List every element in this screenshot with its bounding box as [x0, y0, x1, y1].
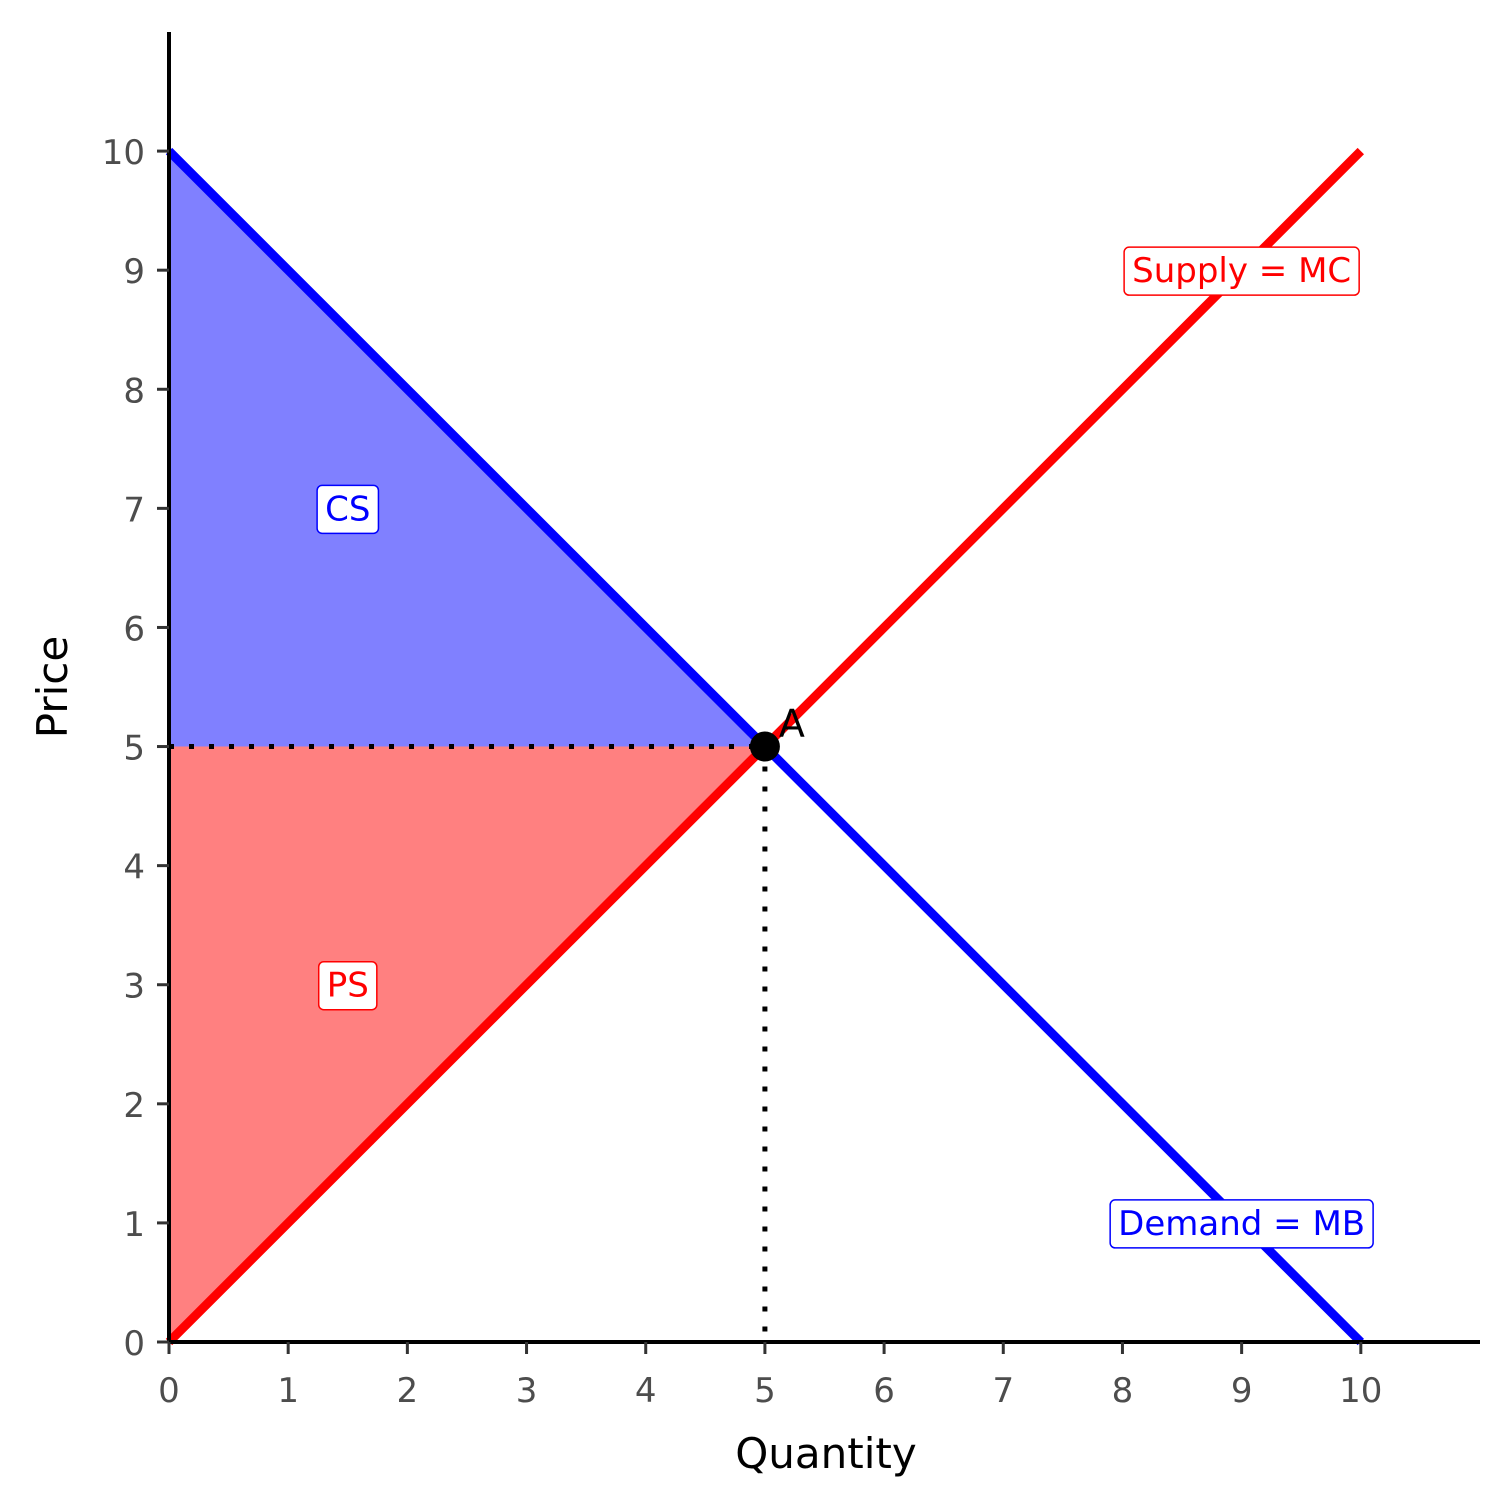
- supply-mc-label: Supply = MC: [1123, 246, 1360, 296]
- supply-mc-label-box: [1123, 246, 1360, 296]
- ps-label-text: PS: [327, 966, 369, 1006]
- y-tick-label: 0: [123, 1324, 145, 1364]
- y-tick-label: 6: [123, 609, 145, 649]
- x-tick-label: 9: [1231, 1371, 1253, 1411]
- y-tick-label: 8: [123, 371, 145, 411]
- y-tick-label: 9: [123, 252, 145, 292]
- x-tick-label: 3: [516, 1371, 538, 1411]
- y-tick-label: 10: [102, 133, 145, 173]
- x-axis-title: Quantity: [735, 1429, 917, 1478]
- x-tick-label: 2: [397, 1371, 419, 1411]
- demand-mb-label-text: Demand = MB: [1118, 1204, 1365, 1244]
- axis-ticks: 0 1 2 3 4 5 6 7 8 9 10 0 1 2 3 4 5 6 7 8 9 10: [102, 133, 1383, 1411]
- x-tick-label: 0: [158, 1371, 180, 1411]
- cs-label-box: [316, 484, 380, 535]
- y-tick-label: 5: [123, 729, 145, 769]
- x-tick-label: 5: [754, 1371, 776, 1411]
- x-tick-label: 1: [277, 1371, 299, 1411]
- axes: [167, 32, 1480, 1344]
- y-axis-title: Price: [28, 636, 77, 738]
- cs-label: CS: [316, 484, 380, 535]
- equilibrium-point-label: A: [779, 702, 805, 746]
- x-tick-label: 7: [992, 1371, 1014, 1411]
- x-tick-label: 10: [1339, 1371, 1382, 1411]
- y-tick-label: 1: [123, 1205, 145, 1245]
- y-tick-label: 3: [123, 967, 145, 1007]
- equilibrium-point-marker: [749, 731, 780, 762]
- chart-labels: Supply = MC Demand = MB CS PS: [316, 246, 1374, 1249]
- demand-mb-label: Demand = MB: [1109, 1199, 1374, 1249]
- x-tick-label: 4: [635, 1371, 657, 1411]
- y-tick-label: 4: [123, 848, 145, 888]
- y-tick-label: 7: [123, 490, 145, 530]
- x-tick-label: 8: [1112, 1371, 1134, 1411]
- y-tick-label: 2: [123, 1086, 145, 1126]
- supply-mc-label-text: Supply = MC: [1132, 251, 1351, 291]
- ps-label-box: [317, 960, 378, 1011]
- demand-mb-label-box: [1109, 1199, 1374, 1249]
- cs-label-text: CS: [325, 489, 370, 529]
- ps-label: PS: [317, 960, 378, 1011]
- surplus-regions: [169, 151, 765, 1342]
- x-tick-label: 6: [873, 1371, 895, 1411]
- equilibrium-point: A: [749, 702, 805, 762]
